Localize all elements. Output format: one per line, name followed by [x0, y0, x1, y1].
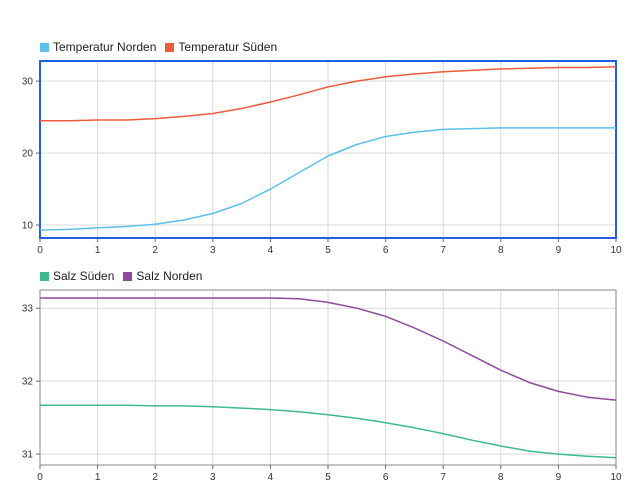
x-tick-label: 0: [37, 472, 43, 483]
legend-item-series-4[interactable]: Salz Norden: [123, 269, 202, 283]
x-tick-label: 0: [37, 245, 43, 256]
y-tick-label: 32: [22, 377, 34, 388]
legend-swatch-series-4: [123, 271, 133, 281]
series-line-2[interactable]: [40, 66, 617, 122]
x-tick-label: 6: [383, 245, 389, 256]
legend-swatch-series-2: [165, 42, 175, 52]
x-tick-label: 3: [210, 245, 216, 256]
legend-top: Temperatur Norden Temperatur Süden: [40, 40, 286, 54]
x-tick-label: 8: [498, 472, 504, 483]
x-tick-label: 6: [383, 472, 389, 483]
series-line-4[interactable]: [40, 297, 617, 401]
legend-item-series-1[interactable]: Temperatur Norden: [40, 40, 156, 54]
x-tick-label: 5: [325, 245, 331, 256]
legend-label-series-1: Temperatur Norden: [53, 40, 157, 54]
y-tick-label: 10: [22, 221, 34, 232]
x-tick-label: 3: [210, 472, 216, 483]
y-tick-label: 20: [22, 149, 34, 160]
x-tick-label: 2: [152, 472, 158, 483]
legend-bottom: Salz Süden Salz Norden: [40, 269, 211, 283]
x-tick-label: 10: [610, 245, 622, 256]
plot-area-selected-border[interactable]: [39, 60, 617, 239]
series-line-1[interactable]: [39, 127, 616, 231]
y-tick-label: 31: [22, 450, 34, 461]
legend-item-series-3[interactable]: Salz Süden: [40, 269, 114, 283]
legend-label-series-3: Salz Süden: [53, 269, 115, 283]
x-tick-label: 2: [152, 245, 158, 256]
plot-area-border[interactable]: [39, 289, 617, 466]
y-tick-label: 30: [22, 77, 34, 88]
x-tick-label: 5: [325, 472, 331, 483]
x-tick-label: 1: [95, 472, 101, 483]
x-tick-label: 9: [556, 245, 562, 256]
x-tick-label: 4: [268, 245, 274, 256]
y-tick-label: 33: [22, 304, 34, 315]
x-tick-label: 9: [556, 472, 562, 483]
legend-item-series-2[interactable]: Temperatur Süden: [165, 40, 277, 54]
x-tick-label: 10: [610, 472, 622, 483]
legend-label-series-4: Salz Norden: [136, 269, 203, 283]
x-tick-label: 7: [440, 472, 446, 483]
legend-swatch-series-1: [40, 42, 49, 52]
legend-swatch-series-3: [40, 271, 49, 281]
x-tick-label: 4: [268, 472, 274, 483]
x-tick-label: 7: [440, 245, 446, 256]
legend-label-series-2: Temperatur Süden: [178, 40, 278, 54]
x-tick-label: 1: [95, 245, 101, 256]
x-tick-label: 8: [498, 245, 504, 256]
series-line-3[interactable]: [40, 404, 617, 459]
